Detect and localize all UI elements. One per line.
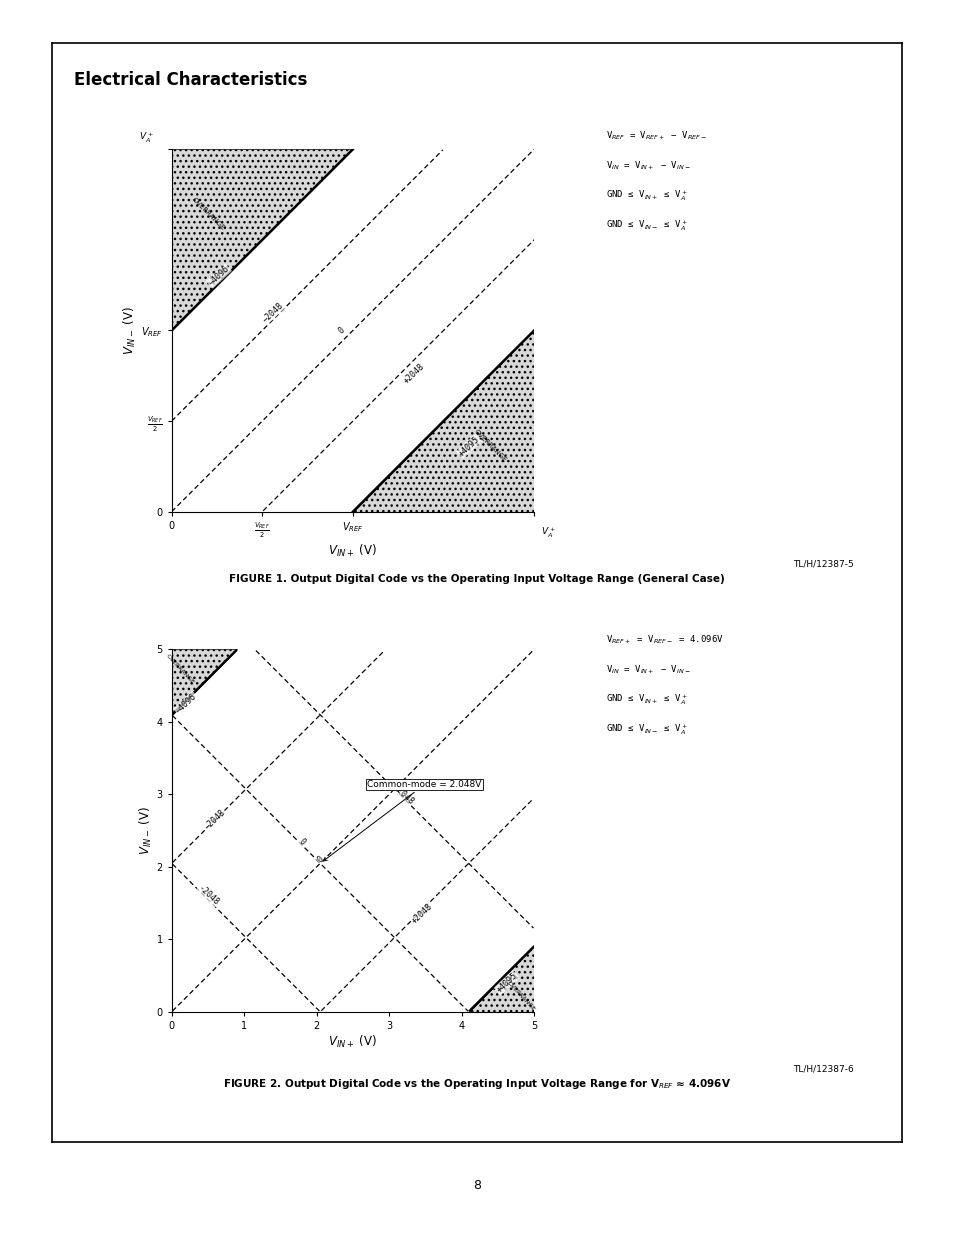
Text: V$_{IN}$ = V$_{IN+}$ − V$_{IN-}$: V$_{IN}$ = V$_{IN+}$ − V$_{IN-}$ [605, 159, 690, 172]
Text: 8: 8 [473, 1178, 480, 1192]
Text: −4096: −4096 [207, 264, 231, 288]
Polygon shape [353, 330, 534, 511]
Y-axis label: $V_{IN-}$ (V): $V_{IN-}$ (V) [137, 806, 153, 855]
Text: V$_{REF}$ = V$_{REF+}$ − V$_{REF-}$: V$_{REF}$ = V$_{REF+}$ − V$_{REF-}$ [605, 130, 706, 142]
Text: Common-mode = 2.048V: Common-mode = 2.048V [323, 781, 481, 861]
Text: −4096: −4096 [173, 692, 198, 715]
Text: +2048: +2048 [409, 902, 434, 926]
Text: GND ≤ V$_{IN-}$ ≤ V$_A^+$: GND ≤ V$_{IN-}$ ≤ V$_A^+$ [605, 722, 687, 737]
Text: OVERRANGE: OVERRANGE [165, 653, 195, 685]
Text: 0: 0 [336, 325, 347, 336]
Text: +2048: +2048 [391, 783, 416, 806]
Text: FIGURE 1. Output Digital Code vs the Operating Input Voltage Range (General Case: FIGURE 1. Output Digital Code vs the Ope… [229, 574, 724, 584]
Y-axis label: $V_{IN-}$ (V): $V_{IN-}$ (V) [122, 306, 138, 354]
Polygon shape [172, 650, 237, 715]
Text: TL/H/12387-5: TL/H/12387-5 [792, 559, 853, 568]
Polygon shape [172, 149, 353, 330]
Text: +4095: +4095 [494, 971, 518, 994]
Text: 0: 0 [297, 836, 307, 846]
Polygon shape [468, 946, 534, 1011]
Text: +4095: +4095 [456, 435, 480, 458]
Text: $V_A^+$: $V_A^+$ [541, 526, 556, 541]
X-axis label: $V_{IN+}$ (V): $V_{IN+}$ (V) [328, 543, 377, 559]
X-axis label: $V_{IN+}$ (V): $V_{IN+}$ (V) [328, 1034, 377, 1050]
Text: +2048: +2048 [402, 362, 426, 385]
Text: TL/H/12387-6: TL/H/12387-6 [792, 1065, 853, 1073]
Text: V$_{IN}$ = V$_{IN+}$ − V$_{IN-}$: V$_{IN}$ = V$_{IN+}$ − V$_{IN-}$ [605, 663, 690, 676]
Text: Electrical Characteristics: Electrical Characteristics [73, 70, 307, 89]
Text: $V_A^+$: $V_A^+$ [139, 131, 153, 146]
Text: GND ≤ V$_{IN+}$ ≤ V$_A^+$: GND ≤ V$_{IN+}$ ≤ V$_A^+$ [605, 189, 687, 204]
Text: V$_{REF+}$ = V$_{REF-}$ = 4.096V: V$_{REF+}$ = V$_{REF-}$ = 4.096V [605, 634, 722, 646]
Text: OVERRANGE: OVERRANGE [191, 196, 225, 232]
Text: OVERRANGE: OVERRANGE [505, 979, 536, 1011]
Text: GND ≤ V$_{IN+}$ ≤ V$_A^+$: GND ≤ V$_{IN+}$ ≤ V$_A^+$ [605, 693, 687, 708]
Text: −2048: −2048 [261, 300, 285, 324]
Text: -2048: -2048 [195, 884, 220, 908]
Text: GND ≤ V$_{IN-}$ ≤ V$_A^+$: GND ≤ V$_{IN-}$ ≤ V$_A^+$ [605, 219, 687, 233]
Text: FIGURE 2. Output Digital Code vs the Operating Input Voltage Range for V$_{REF}$: FIGURE 2. Output Digital Code vs the Ope… [223, 1077, 730, 1091]
Text: 0: 0 [315, 855, 325, 864]
Text: OVERRANGE: OVERRANGE [473, 429, 508, 464]
Text: −2048: −2048 [203, 808, 227, 831]
